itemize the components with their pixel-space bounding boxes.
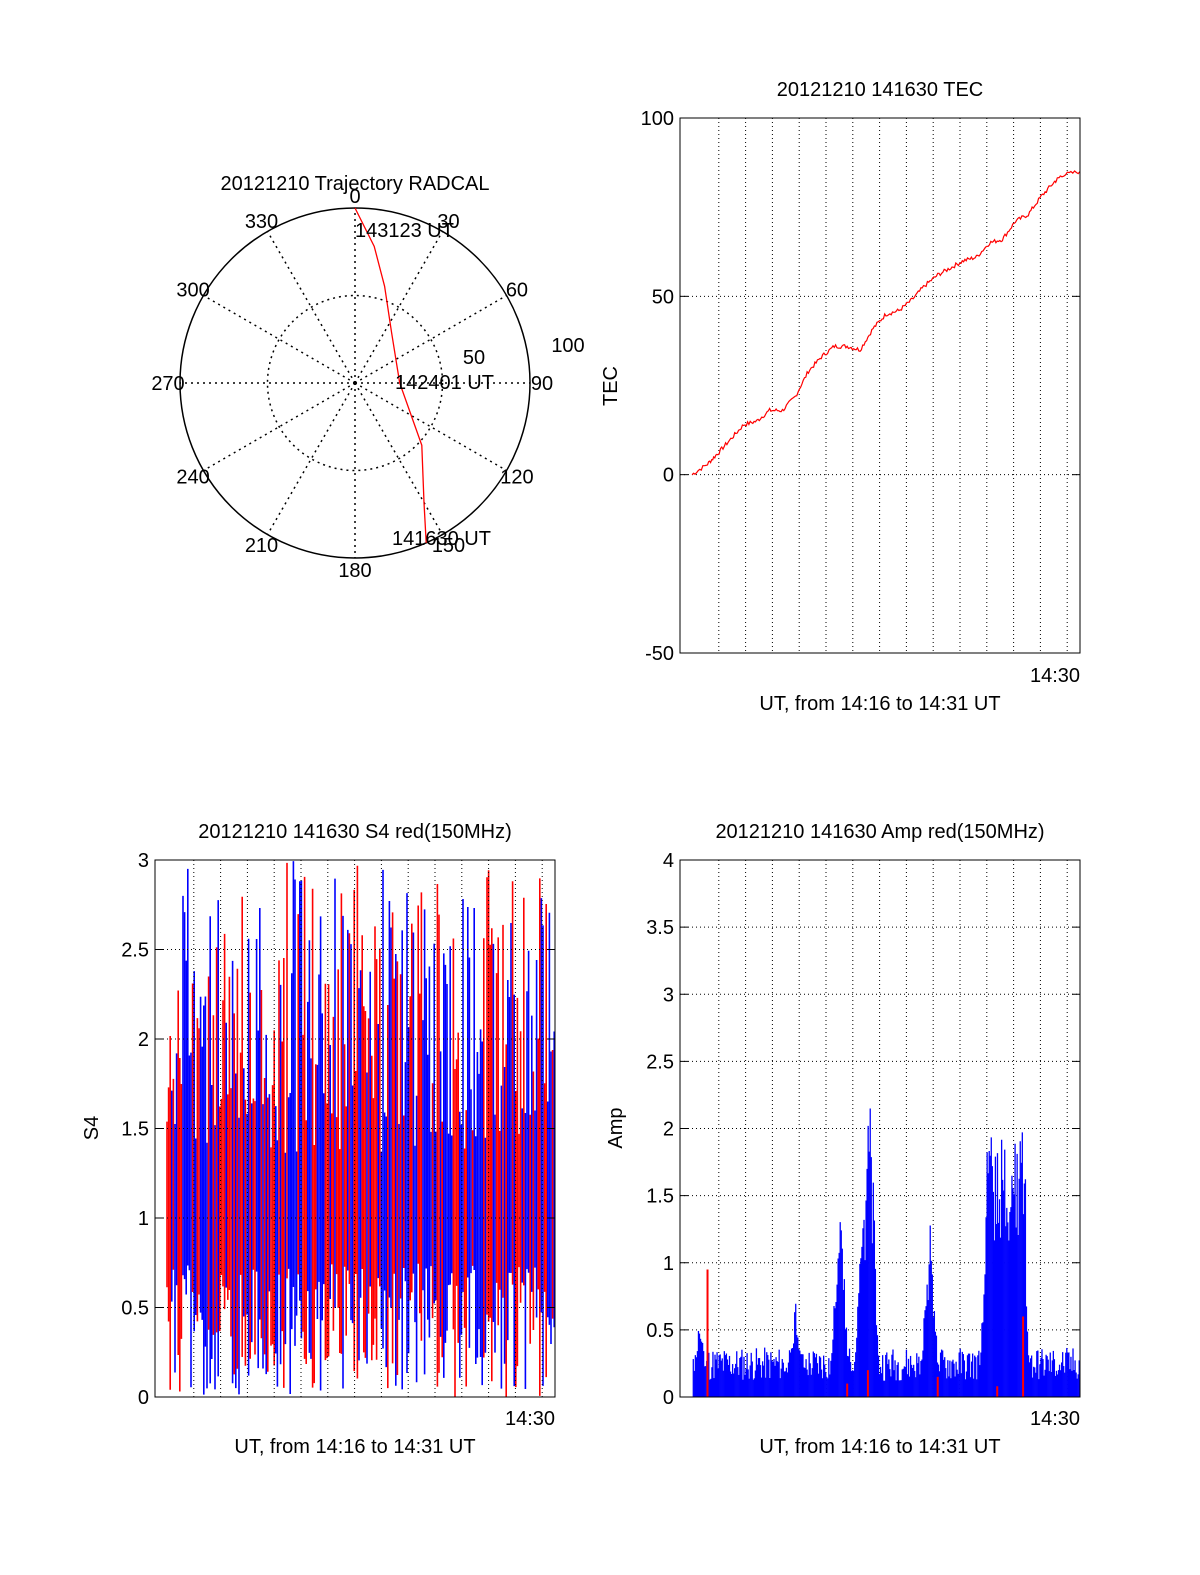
polar-spoke <box>203 382 356 472</box>
amp-title: 20121210 141630 Amp red(150MHz) <box>715 821 1044 843</box>
polar-azimuth-label: 210 <box>245 535 278 557</box>
amp-y-tick-label: 4 <box>663 850 674 872</box>
trajectory-end-label: 143123 UT <box>355 220 454 242</box>
tec-y-tick-label: 100 <box>641 108 674 130</box>
s4-y-tick-label: 2.5 <box>121 940 149 962</box>
polar-azimuth-label: 90 <box>531 373 553 395</box>
s4-y-tick-label: 0.5 <box>121 1298 149 1320</box>
polar-spoke <box>266 382 356 535</box>
polar-inner-circle <box>266 294 444 472</box>
s4-x-tick-label: 14:30 <box>505 1408 555 1430</box>
amp-y-tick-label: 2 <box>663 1119 674 1141</box>
tec-x-axis-label: UT, from 14:16 to 14:31 UT <box>759 693 1000 715</box>
tec-y-tick-label: 50 <box>652 286 674 308</box>
tec-x-tick-label: 14:30 <box>1030 665 1080 687</box>
polar-azimuth-label: 240 <box>176 467 209 489</box>
polar-azimuth-label: 60 <box>506 280 528 302</box>
tec-y-tick-label: 0 <box>663 465 674 487</box>
tec-title: 20121210 141630 TEC <box>777 79 983 101</box>
amp-y-tick-label: 1 <box>663 1253 674 1275</box>
s4-chart: 20121210 141630 S4 red(150MHz) 0 0.5 1 1.5 2… <box>81 821 556 1458</box>
s4-title: 20121210 141630 S4 red(150MHz) <box>198 821 512 843</box>
tec-line-chart: 20121210 141630 TEC -50 0 50 100 14:30 UT, … <box>600 79 1081 715</box>
tec-plot-frame <box>679 117 1081 654</box>
polar-spoke <box>266 231 356 384</box>
amp-x-axis-label: UT, from 14:16 to 14:31 UT <box>759 1436 1000 1458</box>
amp-y-tick-label: 2.5 <box>646 1051 674 1073</box>
amp-y-tick-label: 0.5 <box>646 1320 674 1342</box>
amp-y-tick-label: 3.5 <box>646 917 674 939</box>
tec-series-line <box>691 170 1081 476</box>
polar-title: 20121210 Trajectory RADCAL <box>220 173 489 195</box>
polar-azimuth-label: 300 <box>176 280 209 302</box>
amp-y-tick-label: 0 <box>663 1387 674 1409</box>
polar-azimuth-label: 120 <box>500 467 533 489</box>
s4-y-axis-label: S4 <box>81 1116 103 1140</box>
polar-spoke <box>354 382 507 472</box>
amp-x-tick-label: 14:30 <box>1030 1408 1080 1430</box>
s4-x-axis-label: UT, from 14:16 to 14:31 UT <box>234 1436 475 1458</box>
amp-y-axis-label: Amp <box>605 1107 627 1148</box>
s4-y-tick-label: 3 <box>138 850 149 872</box>
tec-y-tick-label: -50 <box>645 643 674 665</box>
polar-spoke <box>203 294 356 384</box>
amp-chart: 20121210 141630 Amp red(150MHz) 0 0.5 1 1.5… <box>605 821 1081 1458</box>
trajectory-start-label: 141630 UT <box>392 528 491 550</box>
polar-azimuth-label: 330 <box>245 211 278 233</box>
polar-trajectory-chart: 20121210 Trajectory RADCAL 0 30 60 90 120 150… <box>151 173 584 582</box>
polar-spoke <box>354 231 444 384</box>
polar-radius-label: 100 <box>551 335 584 357</box>
polar-radius-label: 50 <box>463 347 485 369</box>
s4-y-tick-label: 2 <box>138 1029 149 1051</box>
s4-y-tick-label: 0 <box>138 1387 149 1409</box>
amp-y-tick-label: 1.5 <box>646 1186 674 1208</box>
trajectory-line <box>354 207 427 543</box>
amp-y-tick-label: 3 <box>663 984 674 1006</box>
polar-azimuth-label: 0 <box>349 186 360 208</box>
polar-spoke <box>354 382 444 535</box>
polar-spoke <box>354 294 507 384</box>
s4-y-tick-label: 1.5 <box>121 1119 149 1141</box>
polar-azimuth-label: 30 <box>437 211 459 233</box>
polar-azimuth-label: 270 <box>151 373 184 395</box>
tec-y-axis-label: TEC <box>600 366 622 406</box>
s4-y-tick-label: 1 <box>138 1208 149 1230</box>
trajectory-mid-label: 142401 UT <box>395 372 494 394</box>
polar-azimuth-label: 180 <box>338 560 371 582</box>
polar-azimuth-label: 150 <box>432 535 465 557</box>
